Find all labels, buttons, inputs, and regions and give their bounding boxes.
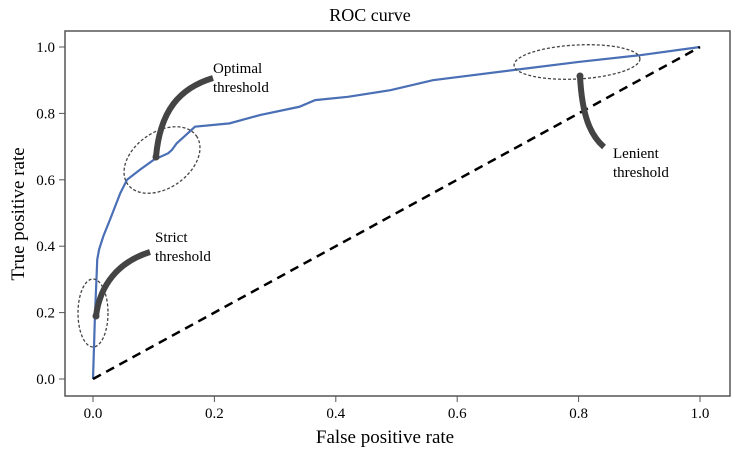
roc-curve-line <box>91 45 701 380</box>
arrow-head-icon <box>576 72 584 80</box>
x-tick-label: 0.4 <box>326 406 345 422</box>
x-tick-label: 0.6 <box>448 406 467 422</box>
x-tick-label: 0.0 <box>84 406 103 422</box>
x-tick-label: 1.0 <box>691 406 710 422</box>
arrow-head-icon <box>92 312 100 320</box>
threshold-label: Strict threshold <box>155 230 211 265</box>
threshold-ellipse <box>77 278 109 348</box>
chance-diagonal-line <box>92 45 701 381</box>
chart-title: ROC curve <box>329 5 410 25</box>
x-axis-label: False positive rate <box>316 427 454 448</box>
threshold-label-line: Optimal <box>213 61 262 77</box>
y-tick-label: 0.8 <box>36 106 55 122</box>
y-tick-label: 0.6 <box>36 173 55 189</box>
threshold-label: Lenient threshold <box>613 146 669 181</box>
arrow-head-icon <box>152 153 160 161</box>
threshold-ellipse <box>513 44 641 80</box>
arrow-icon <box>153 75 214 158</box>
x-tick-label: 0.8 <box>569 406 588 422</box>
threshold-label-line: threshold <box>155 249 211 265</box>
threshold-label: Optimal threshold <box>213 61 269 96</box>
threshold-label-line: threshold <box>213 80 269 96</box>
x-tick-label: 0.2 <box>205 406 224 422</box>
y-tick-label: 0.4 <box>36 239 55 255</box>
threshold-label-line: Strict <box>155 230 188 246</box>
y-axis-label: True positive rate <box>8 147 29 280</box>
threshold-ellipse <box>123 126 201 194</box>
threshold-label-line: Lenient <box>613 146 660 162</box>
y-tick-label: 0.0 <box>36 372 55 388</box>
arrow-icon <box>93 249 151 317</box>
plot-frame <box>64 30 731 397</box>
arrow-icon <box>577 75 607 150</box>
y-tick-label: 1.0 <box>36 40 55 56</box>
y-tick-label: 0.2 <box>36 306 55 322</box>
threshold-label-line: threshold <box>613 165 669 181</box>
